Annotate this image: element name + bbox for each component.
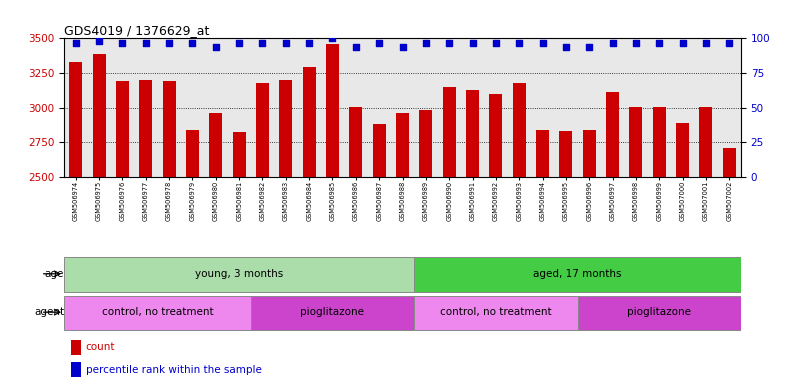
Text: agent: agent <box>34 307 64 317</box>
Bar <box>116 81 129 384</box>
Bar <box>64 296 251 330</box>
Point <box>209 44 222 50</box>
Bar <box>513 83 525 384</box>
Bar <box>349 107 362 384</box>
Point <box>583 44 596 50</box>
Bar <box>303 67 316 384</box>
Text: age: age <box>45 269 64 279</box>
Point <box>163 40 175 46</box>
Text: percentile rank within the sample: percentile rank within the sample <box>86 364 262 375</box>
Text: count: count <box>86 342 115 352</box>
Point <box>466 40 479 46</box>
Bar <box>723 148 735 384</box>
Bar <box>536 130 549 384</box>
Bar <box>414 296 578 330</box>
Bar <box>70 362 81 377</box>
Text: control, no treatment: control, no treatment <box>102 307 213 317</box>
Point <box>443 40 456 46</box>
Point <box>606 40 619 46</box>
Bar <box>233 132 246 384</box>
Text: young, 3 months: young, 3 months <box>195 269 284 279</box>
Bar <box>186 130 199 384</box>
Point <box>280 40 292 46</box>
Bar <box>630 107 642 384</box>
Bar <box>606 92 619 384</box>
Point <box>70 40 83 46</box>
Bar <box>489 94 502 384</box>
Point <box>396 44 409 50</box>
Bar <box>396 113 409 384</box>
Point <box>723 40 735 46</box>
Text: aged, 17 months: aged, 17 months <box>533 269 622 279</box>
Point <box>116 40 129 46</box>
Text: GDS4019 / 1376629_at: GDS4019 / 1376629_at <box>64 24 209 37</box>
Bar <box>443 88 456 384</box>
Bar <box>251 296 414 330</box>
Text: pioglitazone: pioglitazone <box>627 307 691 317</box>
Bar <box>583 130 596 384</box>
Point <box>653 40 666 46</box>
Bar <box>466 89 479 384</box>
Point <box>372 40 385 46</box>
Bar <box>93 54 106 384</box>
Point <box>186 40 199 46</box>
Bar <box>70 62 83 384</box>
Point <box>630 40 642 46</box>
Bar <box>578 296 741 330</box>
Bar <box>64 257 414 292</box>
Bar <box>420 110 433 384</box>
Point <box>699 40 712 46</box>
Bar <box>676 123 689 384</box>
Point <box>233 40 246 46</box>
Point <box>349 44 362 50</box>
Bar <box>256 83 269 384</box>
Bar <box>70 339 81 355</box>
Point <box>536 40 549 46</box>
Bar <box>326 44 339 384</box>
Point <box>303 40 316 46</box>
Text: control, no treatment: control, no treatment <box>440 307 552 317</box>
Text: pioglitazone: pioglitazone <box>300 307 364 317</box>
Bar <box>414 257 741 292</box>
Point <box>676 40 689 46</box>
Point <box>139 40 152 46</box>
Point <box>513 40 525 46</box>
Bar <box>163 81 175 384</box>
Bar <box>653 107 666 384</box>
Point <box>559 44 572 50</box>
Point <box>93 38 106 44</box>
Point <box>489 40 502 46</box>
Point <box>420 40 433 46</box>
Bar <box>372 124 385 384</box>
Bar <box>139 80 152 384</box>
Bar <box>559 131 572 384</box>
Point <box>326 35 339 41</box>
Bar <box>699 107 712 384</box>
Point <box>256 40 269 46</box>
Bar <box>209 113 222 384</box>
Bar <box>280 80 292 384</box>
